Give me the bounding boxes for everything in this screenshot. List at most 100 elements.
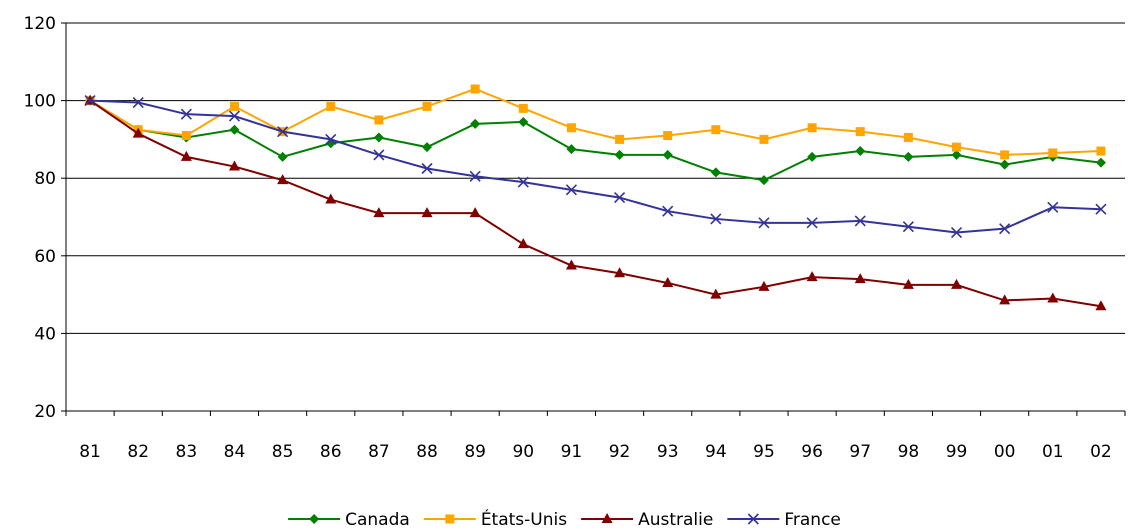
legend-marker-canada [309, 514, 320, 524]
series-line-canada [89, 99, 1102, 182]
data-point--tats-unis-95 [759, 134, 769, 144]
data-point-france-00 [999, 223, 1011, 235]
data-point-france-98 [902, 221, 914, 233]
data-point--tats-unis-98 [903, 132, 913, 142]
data-point-canada-89 [470, 118, 481, 129]
data-point-france-95 [758, 217, 770, 229]
legend-item-australie: Australie [581, 510, 713, 530]
data-point-canada-96 [807, 151, 818, 162]
data-point-canada-84 [229, 124, 240, 135]
x-tick-label-92: 92 [609, 442, 631, 462]
x-tick-label-01: 01 [1042, 442, 1064, 462]
series-france [84, 95, 1107, 239]
legend-marker-australie [601, 513, 613, 523]
y-tick-label-120: 120 [24, 14, 56, 34]
x-tick-label-91: 91 [561, 442, 583, 462]
x-tick-label-99: 99 [946, 442, 968, 462]
data-point-france-01 [1047, 201, 1059, 213]
x-tick-label-87: 87 [368, 442, 390, 462]
data-point-australie-82 [132, 127, 144, 138]
data-point-canada-94 [710, 167, 721, 178]
y-tick-label-80: 80 [34, 169, 56, 189]
data-point--tats-unis-94 [711, 125, 721, 135]
x-tick-label-97: 97 [849, 442, 871, 462]
data-point--tats-unis-01 [1048, 148, 1058, 158]
x-tick-label-85: 85 [272, 442, 294, 462]
data-point--tats-unis-86 [326, 101, 336, 111]
data-point--tats-unis-92 [615, 134, 625, 144]
data-point-canada-95 [758, 175, 769, 186]
data-point-france-88 [421, 162, 433, 175]
x-tick-label-90: 90 [512, 442, 534, 462]
data-point-australie-83 [180, 150, 192, 161]
data-point-canada-00 [999, 159, 1010, 170]
series-group [84, 84, 1107, 311]
data-point-france-82 [132, 96, 144, 109]
x-tick-label-88: 88 [416, 442, 438, 462]
data-point-canada-02 [1095, 157, 1106, 168]
axes: 20 40 60 80 100 120 81 82 83 84 85 86 87 88 89 90 91 92 93… [24, 14, 1126, 462]
x-tick-label-94: 94 [705, 442, 727, 462]
x-tick-label-84: 84 [224, 442, 246, 462]
legend-label-france: France [784, 510, 841, 530]
data-point-france-86 [325, 133, 337, 145]
x-tick-label-83: 83 [176, 442, 198, 462]
data-point-france-83 [180, 108, 192, 120]
series-australie [84, 94, 1107, 311]
data-point-australie-01 [1047, 292, 1059, 303]
data-point--tats-unis-84 [229, 101, 239, 111]
data-point-canada-98 [903, 151, 914, 162]
x-tick-label-81: 81 [79, 442, 101, 462]
legend-item--tats-unis: États-Unis [423, 508, 567, 530]
data-point--tats-unis-88 [422, 101, 432, 111]
data-point-france-89 [469, 170, 481, 182]
x-tick-label-02: 02 [1090, 442, 1112, 462]
data-point--tats-unis-87 [374, 115, 384, 125]
data-point-canada-85 [277, 151, 288, 162]
series--tats-unis [85, 84, 1106, 160]
x-tick-label-86: 86 [320, 442, 342, 462]
x-tick-label-96: 96 [801, 442, 823, 462]
data-point-australie-94 [710, 288, 722, 299]
data-point-france-84 [228, 110, 241, 122]
legend-item-canada: Canada [288, 510, 410, 530]
data-point-australie-87 [373, 207, 385, 218]
x-tick-label-95: 95 [753, 442, 775, 462]
legend-item-france: France [727, 510, 841, 530]
data-point-france-92 [614, 192, 626, 204]
x-tick-label-93: 93 [657, 442, 679, 462]
data-point-australie-00 [999, 294, 1011, 305]
y-tick-label-40: 40 [34, 324, 56, 344]
data-point--tats-unis-93 [663, 131, 673, 141]
data-point-australie-84 [228, 160, 240, 171]
data-point-france-93 [662, 205, 674, 217]
data-point-canada-92 [614, 149, 625, 160]
data-point--tats-unis-89 [470, 84, 480, 94]
data-point-canada-91 [566, 144, 577, 155]
data-point--tats-unis-83 [181, 131, 191, 141]
data-point-canada-90 [518, 116, 529, 127]
y-tick-label-60: 60 [34, 247, 56, 267]
legend-label-australie: Australie [638, 510, 713, 530]
y-tick-label-20: 20 [34, 402, 56, 422]
data-point-australie-92 [614, 267, 626, 278]
y-tick-label-100: 100 [24, 92, 56, 112]
data-point-france-96 [806, 217, 818, 229]
series-line--tats-unis [89, 87, 1101, 156]
data-point-france-91 [565, 184, 577, 196]
series-line-france [90, 99, 1101, 234]
legend-marker--tats-unis [445, 514, 455, 524]
series-line-australie [89, 99, 1102, 308]
data-point-canada-88 [422, 142, 433, 153]
data-point-france-99 [950, 226, 963, 239]
data-point-australie-91 [565, 259, 577, 270]
x-tick-label-82: 82 [127, 442, 149, 462]
data-point-france-90 [517, 176, 529, 188]
grid-lines [66, 22, 1125, 334]
legend-marker-france [747, 513, 759, 525]
data-point-france-94 [710, 213, 722, 225]
data-point--tats-unis-97 [855, 127, 865, 137]
data-point-australie-96 [806, 271, 818, 282]
data-point-australie-99 [951, 278, 963, 289]
